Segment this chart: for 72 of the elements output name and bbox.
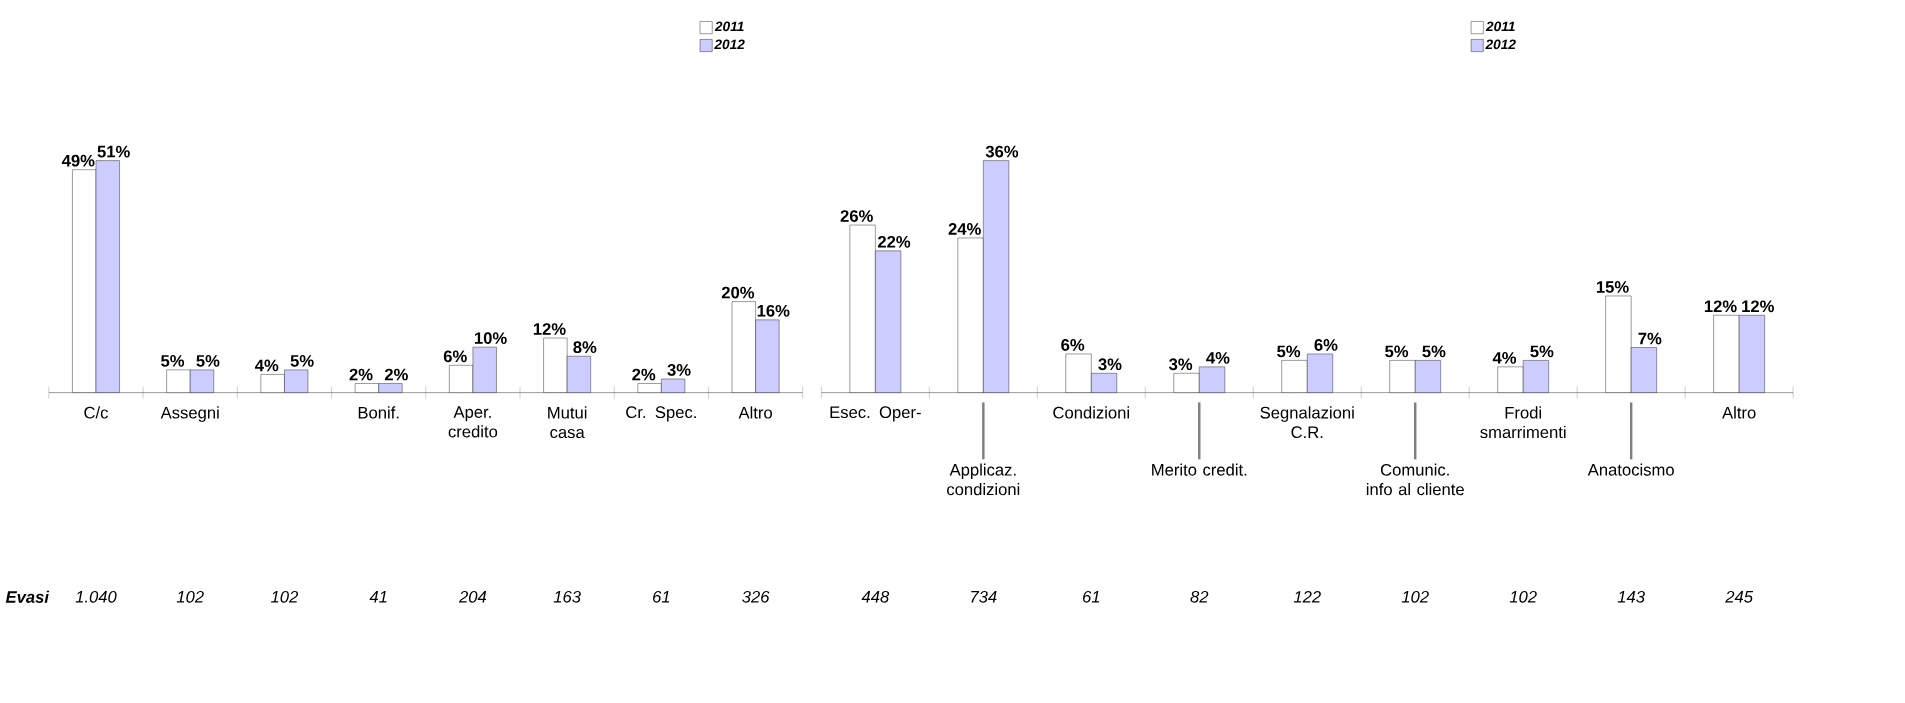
text: 326 <box>742 591 770 603</box>
data-label: 3% <box>1169 358 1193 371</box>
data-label: 5% <box>1277 345 1301 358</box>
text: 163 <box>553 591 581 603</box>
data-label: 3% <box>667 364 691 376</box>
data-label: 5% <box>1385 345 1409 358</box>
data-label: 2% <box>349 368 373 381</box>
data-label: 24% <box>948 223 981 235</box>
data-label: 5% <box>161 355 185 367</box>
text: 734 <box>971 590 997 603</box>
data-label: 6% <box>443 350 467 363</box>
data-label: 5% <box>196 355 220 367</box>
data-label: 20% <box>721 286 755 299</box>
data-label: 8% <box>573 341 597 354</box>
text: 41 <box>369 591 387 603</box>
text: 61 <box>653 591 670 603</box>
text: 204 <box>458 591 487 603</box>
x-tick-label: Aper. credito <box>448 406 498 438</box>
data-label: 26% <box>840 210 873 223</box>
data-label: 15% <box>1596 281 1629 293</box>
data-label: 7% <box>1638 332 1662 345</box>
text: 122 <box>1293 591 1321 603</box>
x-tick-label: Applicaz. condizioni <box>947 463 1020 496</box>
x-tick-label: Frodi smarrimenti <box>1480 406 1566 439</box>
x-tick-label: Segnalazioni C.R. <box>1260 406 1354 439</box>
legend-label: 2012 <box>1485 39 1516 50</box>
data-label: 51% <box>97 145 130 158</box>
legend-label: 2012 <box>714 39 745 50</box>
legend-label: 2011 <box>714 21 744 32</box>
data-label: 16% <box>757 305 790 317</box>
x-tick-label: C/c <box>84 406 108 419</box>
data-label: 12% <box>1704 300 1737 313</box>
data-label: 2% <box>632 368 656 381</box>
data-label: 6% <box>1314 339 1338 351</box>
data-label: 5% <box>1422 345 1446 358</box>
data-label: 5% <box>1530 345 1554 358</box>
text: 143 <box>1617 590 1645 603</box>
text: 82 <box>1190 590 1209 603</box>
data-label: 22% <box>877 236 911 248</box>
data-label: 36% <box>985 145 1019 158</box>
text: 102 <box>1509 590 1537 603</box>
legend-label: 2011 <box>1485 21 1515 32</box>
text: 245 <box>1725 590 1754 603</box>
text: 1.040 <box>75 591 117 603</box>
data-label: 4% <box>1206 352 1230 364</box>
text: 448 <box>861 591 890 603</box>
data-label: 5% <box>290 355 314 367</box>
text: 102 <box>176 591 204 603</box>
text: 61 <box>1082 590 1100 603</box>
x-tick-label: Merito credit. <box>1152 463 1247 476</box>
x-tick-label: Mutui casa <box>548 406 587 439</box>
data-label: 3% <box>1098 358 1122 371</box>
x-tick-label: Assegni <box>160 406 219 422</box>
data-label: 4% <box>1492 352 1517 364</box>
x-tick-label: Comunic. info al cliente <box>1366 463 1464 496</box>
data-label: 12% <box>533 323 566 335</box>
x-tick-label: Condizioni <box>1053 406 1129 419</box>
x-tick-label: Altro <box>1722 406 1756 419</box>
x-tick-label: Cr. Spec. <box>626 406 696 422</box>
data-label: 49% <box>61 154 95 167</box>
data-label: 10% <box>474 332 507 345</box>
text: Evasi <box>5 590 50 603</box>
data-label: 12% <box>1742 300 1774 313</box>
text: 102 <box>1401 590 1429 603</box>
x-tick-label: Esec. Oper- <box>830 406 921 422</box>
data-label: 4% <box>255 359 279 372</box>
text: 102 <box>271 591 299 603</box>
x-tick-label: Anatocismo <box>1587 463 1674 476</box>
x-tick-label: Altro <box>738 406 772 419</box>
x-tick-label: Bonif. <box>358 406 399 419</box>
data-label: 6% <box>1061 339 1085 351</box>
data-label: 2% <box>384 368 408 381</box>
